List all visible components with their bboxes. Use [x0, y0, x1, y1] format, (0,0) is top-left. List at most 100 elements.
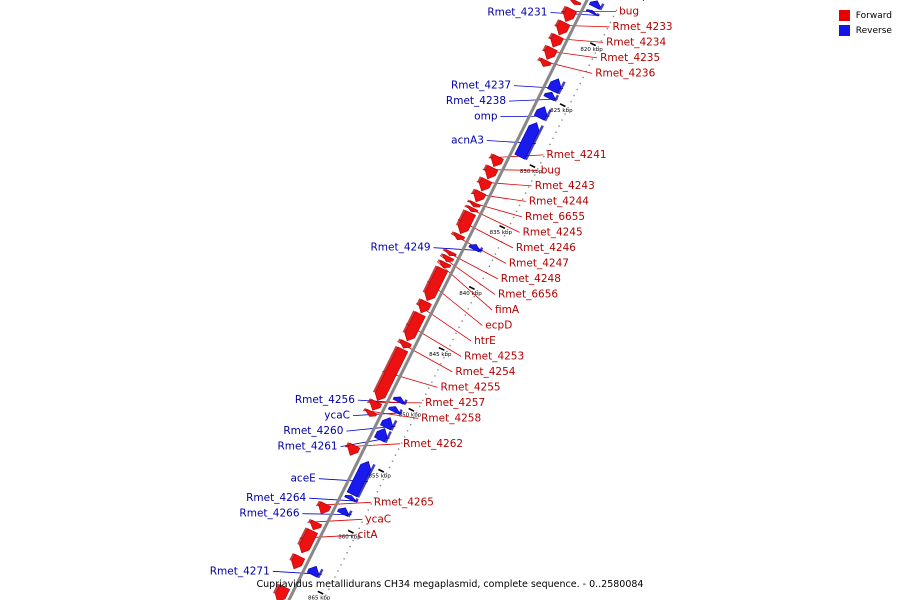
reverse-gene-arrow	[588, 0, 601, 10]
forward-gene-arrow	[478, 177, 493, 192]
spacer-dot	[364, 515, 367, 517]
gene-label: Rmet_4245	[523, 226, 583, 238]
gene-label: acnA3	[451, 135, 484, 147]
spacer-dot	[570, 100, 572, 103]
gene-arrow-shadow	[440, 253, 444, 257]
spacer-dot	[397, 448, 400, 450]
gene-leader-line	[307, 518, 363, 523]
forward-gene-arrow	[424, 266, 449, 301]
gene-label: ecpD	[485, 319, 512, 331]
spacer-dot	[588, 64, 591, 66]
spacer-dot	[431, 381, 433, 383]
reverse-gene-arrow	[346, 461, 372, 498]
spacer-dot	[443, 356, 445, 359]
forward-gene-arrow	[453, 231, 466, 241]
spacer-dot	[594, 52, 597, 54]
gene-label: Rmet_4238	[446, 95, 506, 107]
gene-label: Rmet_4247	[509, 257, 569, 269]
spacer-dot	[540, 161, 542, 164]
spacer-dot	[573, 94, 575, 97]
forward-gene-arrow	[365, 408, 378, 417]
gene-arrow-shadow	[471, 188, 476, 195]
tick-label: 860 kbp	[338, 535, 361, 541]
gene-arrow-shadow	[455, 209, 466, 226]
spacer-dot	[328, 588, 330, 590]
gene-leader-line	[439, 255, 496, 295]
gene-arrow-shadow	[390, 420, 398, 431]
reverse-gene-arrow	[306, 565, 320, 578]
gene-arrow-shadow	[561, 5, 567, 14]
forward-gene-arrow	[439, 259, 452, 269]
spacer-dot	[555, 131, 557, 133]
legend-forward: Forward	[838, 8, 892, 23]
gene-label: Rmet_4261	[278, 441, 338, 453]
gene-arrow-shadow	[273, 583, 280, 594]
spacer-dot	[352, 539, 354, 542]
spacer-dot	[355, 533, 358, 536]
gene-label: bug	[541, 164, 561, 176]
tick-mark	[317, 590, 324, 595]
gene-label: Rmet_4241	[547, 149, 607, 161]
forward-gene-arrow	[418, 298, 432, 314]
spacer-dot	[543, 155, 545, 158]
gene-label: Rmet_4244	[529, 195, 589, 207]
gene-label: Rmet_6655	[525, 211, 585, 223]
forward-gene-arrow	[369, 398, 383, 411]
spacer-dot	[409, 423, 412, 426]
reverse-gene-arrow	[344, 494, 356, 503]
spacer-dot	[491, 259, 494, 262]
reverse-swatch	[838, 25, 850, 36]
spacer-dot	[340, 564, 342, 566]
spacer-dot	[334, 576, 336, 578]
gene-label: Rmet_4234	[606, 36, 666, 48]
tick-label: 850 kbp	[399, 413, 422, 419]
gene-label: Rmet_4260	[283, 425, 343, 437]
gene-label: fimA	[495, 304, 520, 316]
gene-arrow-shadow	[483, 164, 489, 171]
forward-gene-arrow	[544, 45, 558, 60]
spacer-dot	[506, 228, 509, 231]
spacer-dot	[537, 168, 539, 170]
gene-label: Rmet_4262	[403, 438, 463, 450]
spacer-dot	[325, 594, 327, 597]
gene-arrow-shadow	[354, 498, 359, 503]
spacer-dot	[452, 338, 454, 341]
gene-arrow-shadow	[422, 265, 438, 293]
reverse-gene-arrow	[392, 396, 405, 405]
spacer-dot	[597, 46, 600, 48]
gene-label: Rmet_4256	[295, 394, 355, 406]
spacer-dot	[515, 210, 518, 213]
gene-arrow-shadow	[398, 338, 402, 343]
gene-label: omp	[626, 0, 650, 2]
spacer-dot	[527, 186, 530, 188]
spacer-dot	[564, 113, 566, 115]
gene-arrow-shadow	[357, 463, 376, 498]
spacer-dot	[361, 521, 364, 523]
reverse-gene-arrow	[373, 428, 388, 443]
gene-label: Rmet_4243	[535, 180, 595, 192]
gene-arrow-shadow	[443, 248, 447, 251]
map-caption: Cupriavidus metallidurans CH34 megaplasm…	[256, 579, 644, 590]
gene-label: Rmet_4237	[451, 80, 511, 92]
gene-arrow-shadow	[347, 510, 353, 518]
reverse-gene-arrow	[379, 417, 393, 431]
tick-mark	[589, 42, 597, 47]
forward-gene-arrow	[299, 528, 319, 554]
spacer-dot	[449, 344, 451, 347]
gene-label: Rmet_4266	[239, 508, 299, 520]
spacer-dot	[606, 27, 609, 30]
spacer-dot	[379, 484, 382, 487]
spacer-dot	[582, 76, 584, 79]
spacer-dot	[406, 430, 409, 432]
gene-label: Rmet_4246	[516, 242, 576, 254]
gene-label: Rmet_4264	[246, 492, 306, 504]
gene-label: citA	[358, 529, 379, 541]
spacer-dot	[446, 350, 448, 353]
spacer-dot	[464, 314, 467, 316]
spacer-dot	[373, 497, 376, 499]
gene-label: Rmet_4236	[595, 67, 655, 79]
spacer-dot	[534, 174, 536, 176]
gene-arrow-shadow	[548, 32, 554, 40]
spacer-dot	[367, 509, 370, 511]
